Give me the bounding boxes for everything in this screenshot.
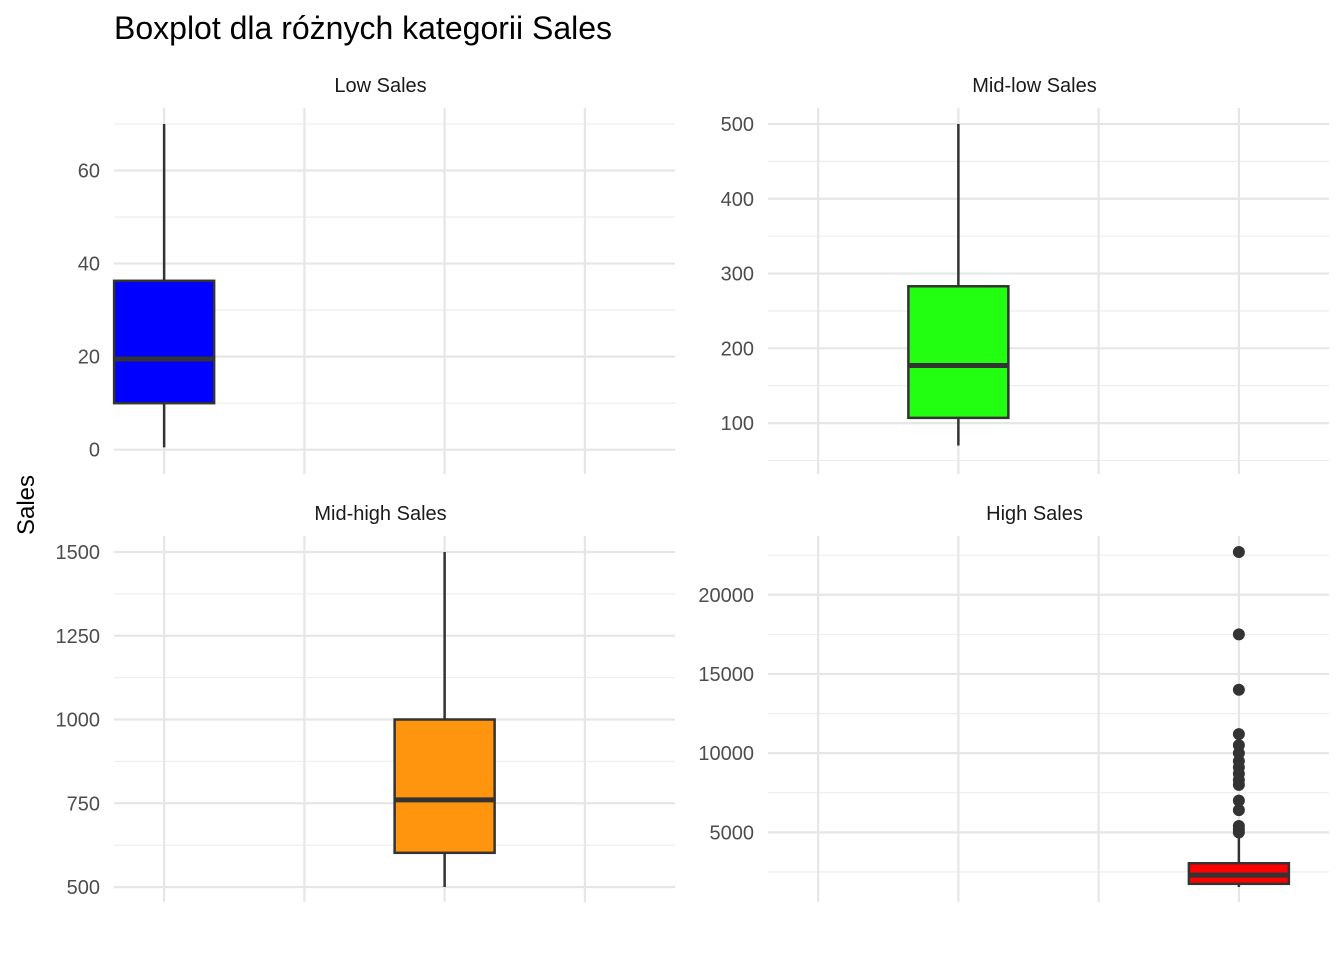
y-tick-label: 400 xyxy=(721,189,754,211)
outlier-point xyxy=(1232,546,1245,558)
facet-panel: Mid-low Sales 100 200 300 400 500 xyxy=(721,75,1329,474)
y-tick-label: 10000 xyxy=(698,743,754,765)
outlier-point xyxy=(1232,628,1245,641)
y-tick-label: 1250 xyxy=(56,626,101,648)
facet-panel: Mid-high Sales 500 750 1000 1250 1500 xyxy=(56,503,675,902)
y-tick-label: 60 xyxy=(78,161,100,183)
box-iqr xyxy=(907,285,1010,420)
y-tick-label: 300 xyxy=(721,264,754,286)
y-tick-label: 5000 xyxy=(710,822,755,844)
y-tick-label: 40 xyxy=(78,254,100,276)
facet-panel: Low Sales 0 20 40 60 xyxy=(78,75,675,474)
y-axis-label: Sales xyxy=(13,475,40,535)
y-tick-label: 1000 xyxy=(56,710,101,732)
y-tick-label: 100 xyxy=(721,413,754,435)
y-tick-label: 20000 xyxy=(698,585,754,607)
y-tick-label: 15000 xyxy=(698,664,754,686)
y-tick-label: 0 xyxy=(89,440,100,462)
y-tick-label: 500 xyxy=(67,877,100,899)
facet-strip-label: Low Sales xyxy=(334,75,426,97)
y-tick-label: 200 xyxy=(721,338,754,360)
outlier-point xyxy=(1232,794,1245,807)
outlier-point xyxy=(1232,683,1245,696)
outlier-point xyxy=(1232,820,1245,833)
y-tick-label: 500 xyxy=(721,114,754,136)
facet-strip-label: Mid-high Sales xyxy=(314,503,446,525)
chart-title: Boxplot dla różnych kategorii Sales xyxy=(114,10,612,46)
outlier-point xyxy=(1232,728,1245,741)
outlier-point xyxy=(1232,804,1245,817)
facet-panels: Low Sales 0 20 40 60 Mid-low Sales 100 200 300 40… xyxy=(56,75,1329,902)
y-tick-label: 750 xyxy=(67,793,100,815)
facet-strip-label: High Sales xyxy=(986,503,1083,525)
box-iqr xyxy=(393,718,496,855)
box-iqr xyxy=(112,279,216,405)
facet-panel: High Sales 5000 10000 15000 20000 xyxy=(698,503,1329,902)
y-tick-label: 20 xyxy=(78,347,100,369)
y-tick-label: 1500 xyxy=(56,542,101,564)
outlier-point xyxy=(1232,739,1245,752)
facet-strip-label: Mid-low Sales xyxy=(972,75,1096,97)
